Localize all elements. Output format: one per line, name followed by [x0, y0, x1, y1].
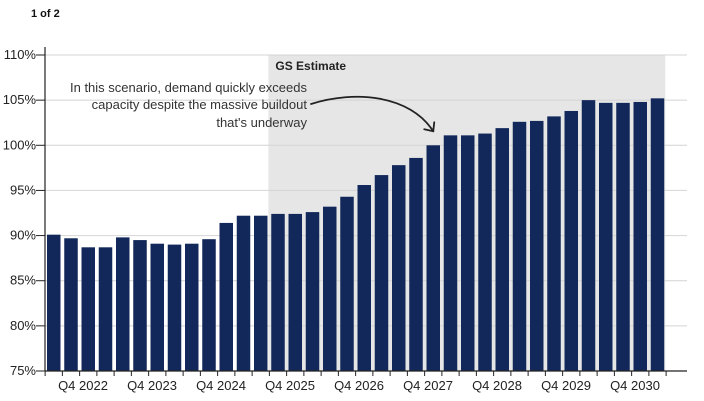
x-tick-label: Q4 2022: [58, 378, 108, 393]
annotation-line-1: In this scenario, demand quickly exceeds: [70, 80, 308, 95]
annotation-arrow: [310, 95, 435, 133]
bar: [150, 243, 164, 371]
y-tick-label: 90%: [10, 228, 36, 243]
estimate-region-label: GS Estimate: [275, 59, 346, 73]
bar-series: [47, 98, 665, 372]
bar: [392, 165, 406, 371]
bar: [288, 213, 302, 371]
bar: [133, 240, 147, 371]
x-tick-label: Q4 2030: [610, 378, 660, 393]
y-tick-label: 110%: [4, 47, 37, 62]
bar: [271, 213, 285, 371]
x-axis: Q4 2022 Q4 2023 Q4 2024 Q4 2025 Q4 2026 Q4 20…: [44, 370, 687, 393]
bar: [547, 116, 561, 371]
bar: [374, 175, 389, 371]
bar: [530, 120, 544, 371]
annotation-line-3: that's underway: [216, 115, 307, 130]
bar: [47, 234, 61, 371]
x-tick-label: Q4 2027: [403, 378, 453, 393]
bar: [426, 145, 440, 371]
bar: [340, 196, 354, 371]
x-tick-label: Q4 2024: [196, 378, 246, 393]
bar: [64, 238, 78, 371]
bar: [219, 222, 233, 371]
bar: [305, 212, 320, 371]
bar: [650, 98, 665, 371]
y-tick-label: 100%: [3, 137, 37, 152]
y-tick-label: 95%: [10, 182, 36, 197]
bar: [581, 100, 596, 372]
bar: [461, 135, 475, 371]
y-axis: 75% 80% 85% 90% 95% 100% 105% 110%: [3, 47, 46, 378]
page-indicator[interactable]: 1 of 2: [31, 8, 60, 20]
x-tick-label: Q4 2028: [472, 378, 522, 393]
y-tick-label: 85%: [10, 273, 36, 288]
bar: [98, 247, 113, 371]
bar: [254, 215, 268, 371]
bar: [167, 244, 182, 371]
bar: [478, 133, 492, 371]
bar: [323, 206, 337, 371]
annotation-arrowhead: [423, 121, 436, 133]
bar: [116, 237, 130, 371]
bar: [81, 247, 95, 371]
x-tick-label: Q4 2023: [127, 378, 177, 393]
bar: [236, 215, 251, 371]
bar: [202, 239, 216, 371]
x-tick-label: Q4 2026: [334, 378, 384, 393]
y-tick-label: 80%: [10, 318, 36, 333]
bar: [357, 185, 371, 371]
bar: [564, 110, 578, 371]
bar: [616, 102, 630, 371]
bar: [599, 102, 613, 371]
bar: [443, 135, 458, 371]
bar: [633, 101, 647, 371]
x-tick-label: Q4 2029: [541, 378, 591, 393]
bar: [185, 243, 199, 371]
y-tick-label: 105%: [3, 92, 37, 107]
y-tick-label: 75%: [10, 363, 36, 378]
annotation-line-2: capacity despite the massive buildout: [92, 97, 308, 112]
bar: [512, 121, 527, 371]
bar: [495, 128, 509, 371]
bar: [409, 157, 423, 371]
annotation: In this scenario, demand quickly exceeds…: [70, 80, 436, 133]
x-tick-label: Q4 2025: [265, 378, 315, 393]
